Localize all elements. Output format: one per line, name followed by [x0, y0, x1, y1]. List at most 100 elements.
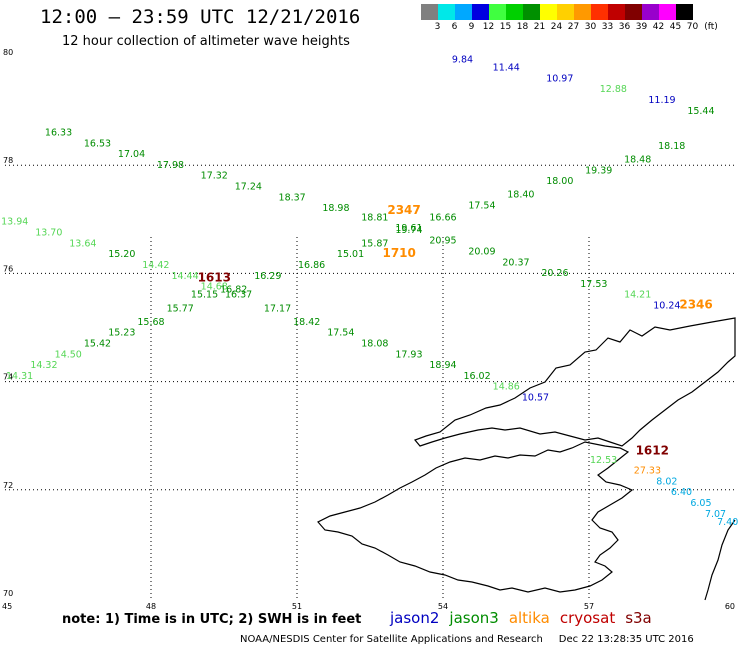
latitude-tick-label: 72 [3, 481, 13, 490]
legend-swatch [540, 4, 557, 20]
wave-height-value: 16.33 [45, 127, 72, 138]
wave-height-value: 20.26 [541, 268, 568, 279]
legend-swatch [659, 4, 676, 20]
legend-bin-label: 12 [482, 22, 495, 32]
satellite-legend-item: altika [508, 609, 550, 627]
wave-height-value: 17.17 [264, 303, 291, 314]
wave-height-value: 13.94 [1, 217, 28, 228]
wave-height-value: 18.98 [322, 203, 349, 214]
latitude-tick-label: 76 [3, 264, 13, 273]
legend-bin-label: 18 [516, 22, 529, 32]
wave-height-value: 19.39 [585, 165, 612, 176]
wave-height-value: 16.66 [429, 212, 456, 223]
latitude-tick-label: 80 [3, 48, 13, 57]
wave-height-value: 15.23 [108, 328, 135, 339]
wave-height-value: 10.57 [522, 393, 549, 404]
map-title: 12:00 – 23:59 UTC 12/21/2016 [40, 6, 361, 28]
wave-height-value: 9.84 [452, 54, 473, 65]
satellite-legend-item: cryosat [559, 609, 616, 627]
legend-bin-label: 15 [499, 22, 512, 32]
legend-swatch [557, 4, 574, 20]
wave-height-value: 16.02 [463, 371, 490, 382]
wave-height-value: 17.54 [327, 328, 354, 339]
wave-height-value: 18.18 [658, 141, 685, 152]
legend-bin-label: 36 [618, 22, 631, 32]
units-note: note: 1) Time is in UTC; 2) SWH is in fe… [62, 612, 362, 627]
wave-height-value: 16.29 [254, 271, 281, 282]
coastline-south-island [317, 441, 634, 593]
legend-swatch [438, 4, 455, 20]
wave-height-value: 15.77 [167, 303, 194, 314]
pass-time-label: 2347 [387, 203, 420, 217]
wave-height-value: 17.24 [235, 182, 262, 193]
legend-unit: (ft) [704, 22, 718, 32]
legend-swatch [455, 4, 472, 20]
legend-swatch [676, 4, 693, 20]
legend-bin-label: 21 [533, 22, 546, 32]
wave-height-value: 19.74 [395, 225, 422, 236]
satellite-legend: jason2 jason3 altika cryosat s3a [390, 609, 662, 627]
legend-bin-label: 42 [652, 22, 665, 32]
satellite-legend-item: s3a [625, 609, 652, 627]
latitude-tick-label: 74 [3, 373, 13, 382]
wave-height-value: 20.09 [468, 246, 495, 257]
pass-time-label: 1710 [382, 246, 415, 260]
wave-height-value: 15.87 [361, 238, 388, 249]
longitude-tick-label: 60 [725, 602, 735, 611]
legend-bin-label: 45 [669, 22, 682, 32]
wave-height-value: 7.07 [705, 509, 726, 520]
coastline-north-island [413, 317, 736, 447]
longitude-tick-label: 57 [584, 602, 594, 611]
legend-bin-label: 9 [468, 22, 475, 32]
wave-height-observations: 9.84 11.44 10.97 12.88 11.19 15.44 16.33 16.53 1… [1, 54, 738, 528]
wave-height-value: 17.53 [580, 279, 607, 290]
wave-height-value: 18.94 [429, 360, 456, 371]
wave-height-value: 18.81 [361, 212, 388, 223]
latitude-tick-label: 70 [3, 589, 13, 598]
legend-bin-label: 33 [601, 22, 614, 32]
legend-swatches [421, 4, 693, 20]
wave-height-value: 10.97 [546, 73, 573, 84]
wave-height-value: 18.37 [279, 192, 306, 203]
wave-height-value: 27.33 [634, 466, 661, 477]
longitude-tick-label: 54 [438, 602, 448, 611]
longitude-tick-label: 45 [2, 602, 12, 611]
wave-height-value: 16.53 [84, 138, 111, 149]
legend-bin-label: 27 [567, 22, 580, 32]
wave-height-value: 18.48 [624, 154, 651, 165]
wave-height-value: 18.40 [507, 190, 534, 201]
legend-swatch [523, 4, 540, 20]
wave-height-value: 15.68 [137, 317, 164, 328]
wave-height-value: 15.01 [337, 249, 364, 260]
legend-swatch [472, 4, 489, 20]
wave-height-value: 17.32 [201, 171, 228, 182]
legend-labels: 3 6 9 12 15 18 21 24 27 30 33 36 39 42 45 70 (ft) [421, 20, 718, 34]
wave-height-value: 6.05 [690, 498, 711, 509]
legend-swatch [421, 4, 438, 20]
credit-line: NOAA/NESDIS Center for Satellite Applica… [240, 634, 694, 645]
wave-height-value: 14.44 [171, 271, 198, 282]
legend-swatch [591, 4, 608, 20]
wave-height-value: 12.53 [590, 455, 617, 466]
wave-height-value: 14.31 [6, 371, 33, 382]
wave-height-value: 16.82 [220, 284, 247, 295]
legend-bin-label: 24 [550, 22, 563, 32]
wave-height-value: 7.40 [717, 517, 738, 528]
wave-height-value: 18.42 [293, 317, 320, 328]
wave-height-value: 18.08 [361, 338, 388, 349]
legend-swatch [574, 4, 591, 20]
wave-height-value: 15.20 [108, 249, 135, 260]
axis-tick-labels: 80 78 76 74 72 70 45 48 51 54 57 60 [2, 48, 735, 611]
wave-height-color-legend: 3 6 9 12 15 18 21 24 27 30 33 36 39 42 45 70 (ft) [421, 4, 718, 34]
latitude-tick-label: 78 [3, 156, 13, 165]
pass-time-label: 2346 [679, 298, 712, 312]
longitude-tick-label: 48 [146, 602, 156, 611]
wave-height-value: 20.95 [429, 236, 456, 247]
wave-height-value: 12.88 [600, 84, 627, 95]
wave-height-value: 17.98 [157, 160, 184, 171]
legend-bin-label: 6 [451, 22, 458, 32]
legend-swatch [506, 4, 523, 20]
legend-bin-label: 3 [434, 22, 441, 32]
legend-bin-label: 70 [686, 22, 699, 32]
wave-height-value: 13.64 [69, 238, 96, 249]
